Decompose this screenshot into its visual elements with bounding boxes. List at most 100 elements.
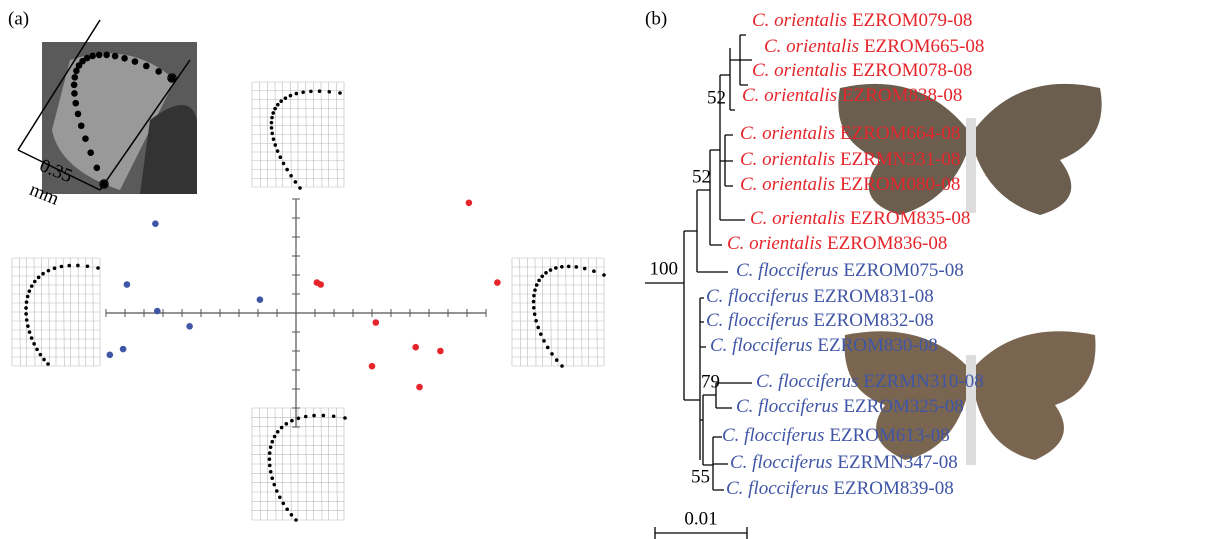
leaf-id: EZROM839-08 [833,478,953,499]
outline-dot [76,263,80,268]
leaf-label: C. flocciferus EZROM325-08 [736,396,964,417]
point [256,296,264,304]
bootstrap: 79 [701,371,720,392]
deformation-grid [92,257,94,367]
leaf-genus: C. orientalis [764,36,859,57]
point [152,220,159,227]
scale-bar-label: 0.01 [684,508,717,529]
outline-dot [71,90,78,97]
leaf-genus: C. flocciferus [736,260,838,281]
deformation-grid [596,257,598,367]
outline-dot [542,339,546,343]
outline-dot [534,283,539,287]
outline-dot [267,457,272,461]
deformation-grid [336,81,338,188]
outline-dot [560,364,564,368]
leaf-label: C. orientalis EZROM078-08 [752,60,972,81]
leaf-genus: C. flocciferus [756,371,858,392]
inset-photo [17,19,197,194]
leaf-label: C. flocciferus EZROM839-08 [726,478,954,499]
leaf-id: EZROM079-08 [852,10,972,31]
outline-dot [317,89,322,94]
outline-dot [75,62,83,69]
outline-dot [269,120,274,125]
leaf-genus: C. flocciferus [730,452,832,473]
outline-dot [271,137,276,141]
outline-dot [85,264,90,269]
leaf-genus: C. orientalis [752,10,847,31]
leaf-genus: C. orientalis [740,174,835,195]
outline-dot [38,352,43,357]
outline-dot [343,416,347,420]
outline-dot [327,89,332,94]
point [412,343,420,351]
outline-dot [111,52,119,60]
outline-dot [24,300,29,304]
outline-dot [77,122,85,130]
outline-dot [554,358,559,362]
outline-dot [582,266,587,271]
outline-dot [293,180,298,184]
outline-dot [273,143,278,147]
outline-dot [267,451,272,455]
leaf-id: EZROM835-08 [850,208,970,229]
point [437,347,444,355]
point [186,323,193,330]
outline-dot [27,289,32,293]
outline-dot [82,135,89,142]
leaf-label: C. flocciferus EZRMN347-08 [730,452,958,473]
outline-dot [270,476,275,481]
outline-dot [42,357,46,362]
leaf-label: C. orientalis EZROM836-08 [727,233,947,254]
outline-dot [121,54,128,62]
leaf-id: EZROM831-08 [813,286,933,307]
outline-dot [29,284,34,288]
outline-dot [67,263,72,268]
leaf-label: C. flocciferus EZROM075-08 [736,260,964,281]
outline-dot [278,495,282,500]
butterfly-photo [838,83,1102,215]
point [123,281,131,288]
outline-dot [338,91,342,95]
outline-dot [290,418,294,423]
outline-dot [312,413,316,418]
point [372,319,380,326]
outline-dot [32,342,36,346]
leaf-id: EZRMN310-08 [863,371,983,392]
outline-dot [602,273,606,277]
leaf-genus: C. orientalis [727,233,822,254]
outline-dot [89,52,96,60]
outline-dot [46,268,51,273]
outline-dot [284,422,289,426]
outline-dot [59,264,64,269]
outline-dot [155,68,162,75]
leaf-id: EZROM836-08 [827,233,947,254]
outline-dot [303,414,308,419]
outline-dot [273,106,277,111]
outline-dot [29,336,34,340]
leaf-label: C. flocciferus EZROM831-08 [706,286,934,307]
leaf-genus: C. orientalis [750,208,845,229]
leaf-id: EZROM838-08 [842,85,962,106]
outline-dot [270,115,274,120]
outline-dot [294,518,298,522]
leaf-genus: C. flocciferus [722,425,824,446]
outline-dot [285,167,289,172]
outline-dot [534,318,538,323]
outline-dot [74,110,82,118]
point [416,383,423,391]
outline-dot [294,91,299,96]
outline-dot [270,439,275,444]
leaf-genus: C. orientalis [740,123,835,144]
point [106,351,114,359]
point [368,362,376,370]
outline-dot [533,288,537,292]
bootstrap: 100 [650,258,679,279]
leaf-label: C. flocciferus EZROM830-08 [710,335,938,356]
outline-dot [278,155,283,160]
outline-dot [24,312,28,316]
outline-dot [554,266,558,270]
leaf-id: EZROM830-08 [817,335,937,356]
